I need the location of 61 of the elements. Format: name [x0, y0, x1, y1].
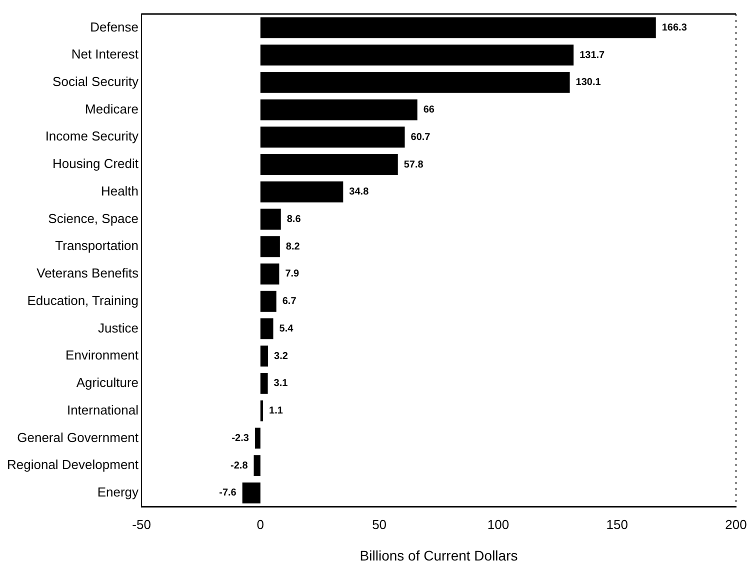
data-label: 5.4: [279, 323, 294, 334]
data-label: 57.8: [404, 159, 424, 170]
y-tick-label: Income Security: [45, 128, 140, 144]
bar: [260, 346, 268, 367]
y-tick-label: Veterans Benefits: [36, 266, 140, 281]
y-tick-label: General Government: [17, 430, 139, 445]
data-label: 66: [423, 104, 435, 116]
bar: [260, 126, 405, 148]
data-label: 1.1: [269, 406, 284, 417]
bar: [260, 236, 280, 258]
bar: [260, 72, 570, 93]
y-tick-label: Transportation: [55, 238, 139, 254]
bar: [260, 318, 274, 340]
y-tick-label: Social Security: [52, 74, 140, 89]
data-label: -7.6: [219, 488, 237, 499]
y-tick-label: Energy: [97, 484, 140, 500]
data-label: -2.8: [230, 460, 248, 472]
x-tick-label: 150: [606, 516, 628, 532]
bar: [260, 290, 276, 312]
bar: [260, 154, 398, 175]
bar: [242, 482, 260, 504]
y-tick-label: Net Interest: [71, 46, 139, 62]
y-tick-label: Health: [100, 183, 139, 198]
y-tick-label: Defense: [90, 19, 139, 34]
x-tick-label: 50: [372, 516, 387, 532]
bar: [260, 17, 656, 38]
data-label: 7.9: [285, 268, 300, 280]
bar: [260, 181, 344, 202]
x-tick-label: 200: [725, 516, 747, 532]
y-tick-label: International: [66, 402, 139, 418]
data-label: 3.1: [274, 378, 288, 390]
bar: [260, 372, 268, 394]
bar: [260, 264, 280, 284]
data-label: -2.3: [232, 432, 250, 444]
data-label: 3.2: [274, 350, 288, 362]
data-label: 8.6: [286, 214, 302, 225]
bar: [260, 208, 281, 230]
x-tick-label: 100: [487, 516, 510, 532]
y-tick-label: Agriculture: [76, 375, 139, 390]
y-tick-label: Justice: [98, 320, 139, 336]
bar: [260, 400, 264, 422]
data-label: 34.8: [349, 186, 370, 198]
data-label: 166.3: [662, 22, 688, 34]
data-label: 60.7: [410, 132, 431, 143]
data-label: 131.7: [580, 50, 606, 61]
y-tick-label: Medicare: [85, 101, 139, 116]
bar: [260, 44, 574, 66]
y-tick-label: Environment: [66, 348, 139, 363]
x-axis-title: Billions of Current Dollars: [360, 547, 518, 564]
x-tick-label: -50: [132, 516, 151, 532]
y-tick-label: Science, Space: [48, 210, 139, 226]
x-tick-label: 0: [256, 516, 264, 532]
data-label: 6.7: [282, 296, 297, 308]
data-label: 130.1: [576, 77, 602, 88]
data-label: 8.2: [286, 241, 300, 252]
bar: [254, 428, 260, 449]
bar: [260, 99, 418, 120]
y-tick-label: Regional Development: [6, 457, 139, 472]
y-tick-label: Education, Training: [27, 292, 139, 308]
bar: [254, 455, 260, 476]
y-tick-label: Housing Credit: [52, 156, 139, 172]
